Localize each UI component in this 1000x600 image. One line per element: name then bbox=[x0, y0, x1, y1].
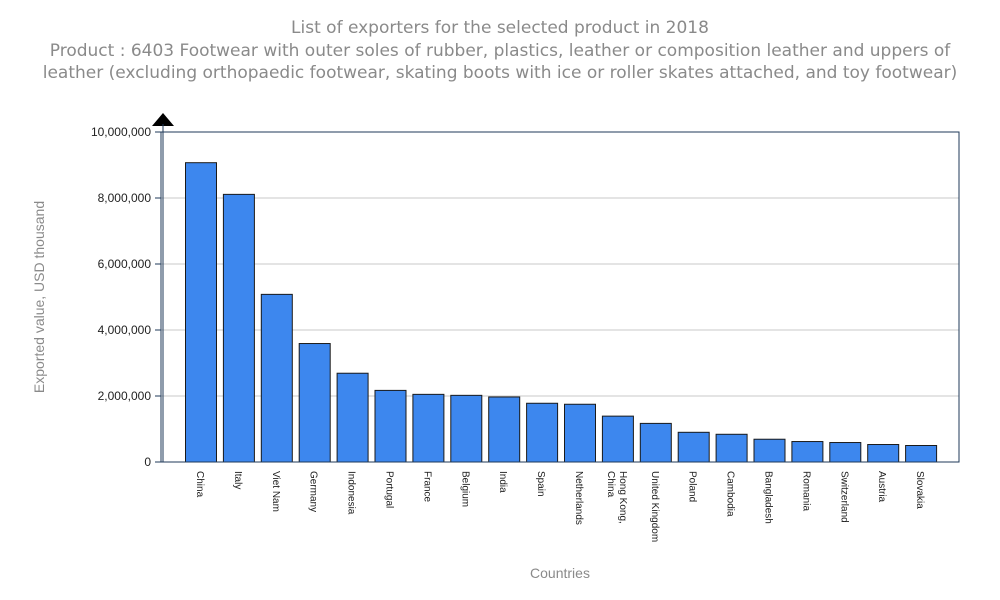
bar[interactable] bbox=[601, 415, 634, 463]
y-tick-labels: 0 2,000,000 4,000,000 6,000,000 8,000,000 10,… bbox=[91, 125, 161, 469]
y-tick-label: 2,000,000 bbox=[98, 389, 152, 403]
y-tick-label: 8,000,000 bbox=[98, 191, 152, 205]
chart-title: List of exporters for the selected produ… bbox=[291, 18, 709, 38]
x-tick-label: Poland bbox=[687, 471, 698, 502]
bar[interactable] bbox=[829, 442, 862, 463]
x-tick-label: Italy bbox=[232, 471, 243, 489]
y-axis-arrow-icon bbox=[152, 113, 174, 126]
x-tick-label: Portugal bbox=[384, 471, 395, 508]
x-tick-label: Switzerland bbox=[838, 471, 849, 523]
y-tick-label: 6,000,000 bbox=[98, 257, 152, 271]
x-tick-label: Viet Nam bbox=[270, 471, 281, 512]
y-tick-label: 4,000,000 bbox=[98, 323, 152, 337]
bar[interactable] bbox=[336, 372, 369, 463]
x-tick-label: Bangladesh bbox=[763, 471, 774, 524]
x-tick-label: United Kingdom bbox=[649, 471, 660, 542]
bar[interactable] bbox=[867, 444, 900, 463]
bar[interactable] bbox=[639, 422, 672, 463]
bar[interactable] bbox=[715, 433, 748, 463]
x-tick-label: Netherlands bbox=[573, 471, 584, 525]
x-tick-label: Cambodia bbox=[725, 471, 736, 517]
bar[interactable] bbox=[677, 431, 710, 463]
bar[interactable] bbox=[526, 402, 559, 463]
y-tick-label: 10,000,000 bbox=[91, 125, 151, 139]
x-tick-label: Indonesia bbox=[346, 471, 357, 515]
x-axis-label: Countries bbox=[530, 565, 590, 581]
x-tick-label: France bbox=[421, 471, 432, 503]
y-axis-label: Exported value, USD thousand bbox=[31, 201, 47, 393]
x-tick-label: Slovakia bbox=[914, 471, 925, 509]
x-tick-label: Hong Kong,China bbox=[605, 471, 628, 524]
bar[interactable] bbox=[222, 193, 255, 463]
bars bbox=[185, 162, 938, 463]
bar[interactable] bbox=[412, 393, 445, 463]
bar[interactable] bbox=[753, 438, 786, 463]
bar[interactable] bbox=[564, 403, 596, 463]
bar[interactable] bbox=[298, 343, 331, 463]
x-tick-label: India bbox=[497, 471, 508, 493]
y-tick-label: 0 bbox=[144, 455, 151, 469]
x-tick-label: China bbox=[194, 471, 205, 498]
bar[interactable] bbox=[260, 293, 293, 463]
x-tick-label: Belgium bbox=[459, 471, 470, 507]
x-tick-label: Austria bbox=[876, 471, 887, 503]
x-tick-label: Spain bbox=[535, 471, 546, 497]
chart-subtitle: Product : 6403 Footwear with outer soles… bbox=[42, 41, 958, 83]
x-tick-label: Germany bbox=[308, 471, 319, 512]
bar[interactable] bbox=[450, 394, 483, 463]
gridlines bbox=[161, 197, 959, 397]
bar[interactable] bbox=[905, 445, 938, 463]
bar[interactable] bbox=[374, 389, 407, 463]
x-tick-labels: China Italy Viet Nam Germany Indonesia Portug… bbox=[194, 471, 925, 542]
bar[interactable] bbox=[185, 162, 217, 463]
bar[interactable] bbox=[488, 396, 521, 463]
x-tick-label: Romania bbox=[800, 471, 811, 511]
bar[interactable] bbox=[791, 441, 824, 463]
plot-frame bbox=[160, 131, 960, 463]
